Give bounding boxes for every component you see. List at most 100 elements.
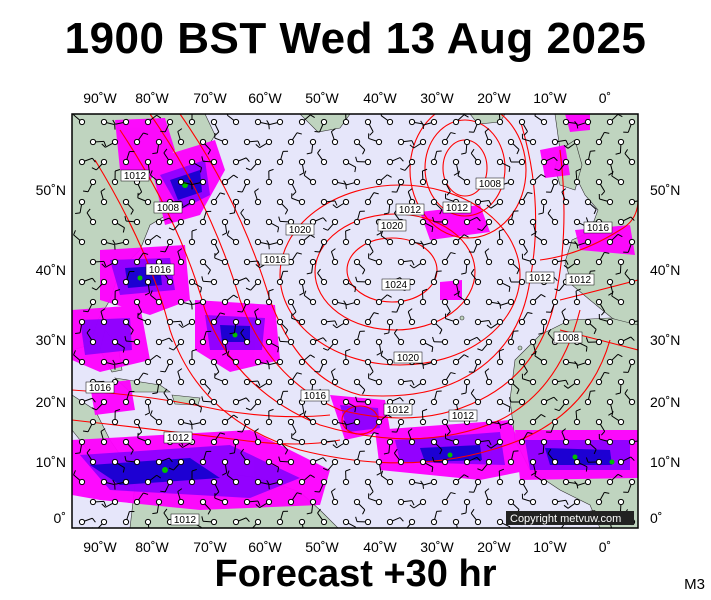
wind-barb — [595, 298, 606, 316]
wind-barb — [144, 114, 162, 126]
wind-barb — [430, 438, 443, 455]
wind-barb — [521, 133, 537, 146]
forecast-label: Forecast +30 hr — [214, 553, 497, 595]
wind-barb — [561, 308, 570, 326]
wind-barb — [100, 238, 116, 250]
wind-barb — [314, 478, 328, 493]
wind-barb — [276, 318, 289, 335]
wind-barb — [518, 478, 528, 496]
wind-barb — [330, 488, 339, 506]
lon-tick-label-top: 30˚W — [420, 90, 454, 106]
wind-barb — [355, 516, 372, 526]
wind-barb — [529, 218, 537, 236]
lon-tick-label-bottom: 20˚W — [477, 539, 511, 555]
wind-barb — [298, 278, 306, 296]
wind-barb — [82, 178, 97, 193]
wind-barb — [111, 289, 121, 306]
wind-barb — [463, 336, 481, 346]
wind-barb — [507, 450, 519, 466]
wind-barb — [496, 398, 511, 412]
wind-barb — [364, 312, 379, 326]
wind-barb — [229, 438, 240, 455]
wind-barb — [75, 438, 86, 455]
wind-barb — [160, 118, 174, 133]
wind-barb — [521, 373, 537, 386]
wind-barb — [232, 397, 250, 406]
wind-barb — [477, 458, 493, 472]
wind-barb — [265, 288, 274, 306]
wind-barb — [538, 318, 548, 335]
wind-barb — [452, 518, 460, 528]
wind-barb — [353, 450, 365, 466]
wind-barb — [518, 238, 528, 256]
wind-barb — [112, 478, 130, 486]
lon-tick-label-bottom: 70˚W — [193, 539, 227, 555]
wind-barb — [342, 114, 350, 126]
wind-barb — [309, 337, 327, 346]
wind-barb — [496, 158, 511, 172]
wind-barb — [214, 133, 229, 146]
lon-tick-label-top: 20˚W — [477, 90, 511, 106]
wind-barb — [149, 290, 163, 306]
wind-barb — [463, 216, 481, 226]
wind-barb — [452, 114, 469, 126]
wind-barb — [409, 378, 427, 389]
isobar-label: 1024 — [381, 278, 411, 291]
wind-barb — [168, 338, 185, 351]
wind-barb — [375, 458, 383, 476]
wind-barb — [149, 410, 163, 426]
wind-barb — [133, 418, 143, 436]
isobar-label-text: 1016 — [264, 255, 287, 266]
wind-barb — [210, 358, 220, 376]
wind-barb — [245, 278, 262, 291]
wind-barb — [534, 230, 548, 246]
wind-barb — [298, 474, 315, 486]
wind-barb — [496, 114, 504, 126]
wind-barb — [91, 158, 108, 171]
wind-barb — [407, 188, 416, 206]
wind-barb — [430, 198, 443, 215]
wind-barb — [188, 348, 197, 366]
wind-barb — [266, 238, 284, 246]
wind-barb — [111, 458, 125, 473]
wind-barb — [342, 468, 351, 486]
wind-barb — [330, 128, 339, 146]
wind-barb — [409, 138, 427, 149]
wind-barb — [547, 448, 559, 466]
wind-barb — [144, 518, 152, 528]
wind-barb — [100, 308, 108, 326]
wind-barb — [133, 372, 149, 386]
isobar-label-text: 1012 — [174, 515, 197, 526]
wind-barb — [155, 457, 173, 466]
wind-barb — [144, 474, 162, 486]
wind-barb — [210, 238, 220, 256]
wind-barb — [75, 318, 86, 335]
wind-barb — [210, 432, 226, 446]
wind-barb — [189, 178, 207, 186]
wind-barb — [199, 330, 212, 346]
wind-barb — [237, 298, 251, 313]
wind-barb — [306, 138, 317, 155]
wind-barb — [375, 174, 392, 186]
isobar-label: 1020 — [393, 351, 423, 364]
wind-barb — [265, 458, 280, 473]
wind-barb — [91, 278, 108, 291]
wind-barb — [112, 238, 130, 246]
wind-barb — [111, 409, 121, 426]
wind-barb — [521, 493, 537, 506]
lon-tick-label-bottom: 30˚W — [420, 539, 454, 555]
wind-barb — [342, 278, 357, 293]
lat-tick-label-right: 10˚N — [650, 454, 680, 470]
wind-barb — [419, 458, 434, 473]
wind-barb — [496, 468, 505, 486]
wind-barb — [287, 418, 297, 436]
wind-barb — [445, 433, 460, 446]
wind-barb — [441, 492, 456, 506]
wind-barb — [380, 470, 394, 486]
wind-barb — [409, 498, 427, 509]
wind-barb — [441, 418, 451, 436]
wind-barb — [75, 198, 86, 215]
wind-barb — [628, 438, 638, 446]
wind-barb — [86, 208, 97, 226]
wind-barb — [342, 398, 357, 413]
